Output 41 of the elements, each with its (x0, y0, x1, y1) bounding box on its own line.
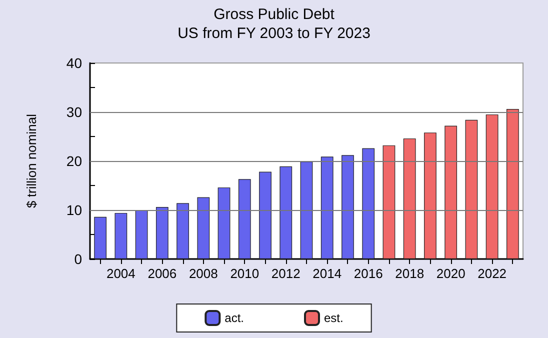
y-tick-label: 40 (66, 55, 82, 71)
bar (176, 203, 189, 259)
x-tick-label: 2018 (395, 266, 424, 281)
bar (94, 216, 106, 259)
legend-label: est. (324, 311, 344, 325)
bar (259, 172, 272, 259)
x-tick-label: 2022 (478, 266, 507, 281)
chart-title: Gross Public Debt (214, 6, 336, 23)
bar (300, 161, 313, 259)
bar (486, 114, 498, 259)
bar (362, 148, 375, 259)
bar (444, 126, 458, 259)
x-tick-label: 2008 (188, 266, 218, 281)
bar (156, 207, 168, 259)
bar (114, 212, 128, 259)
y-axis-title: $ trillion nominal (24, 114, 39, 208)
y-tick-label: 0 (74, 251, 82, 267)
x-tick-label: 2016 (354, 266, 383, 281)
bar (280, 166, 292, 259)
y-tick-label: 20 (66, 153, 82, 169)
chart-subtitle: US from FY 2003 to FY 2023 (178, 25, 370, 42)
bar (320, 156, 334, 259)
x-tick-label: 2010 (230, 266, 260, 281)
bar (465, 120, 478, 259)
bar (197, 197, 210, 259)
bar (424, 132, 436, 259)
bar (382, 145, 396, 259)
x-tick-label: 2006 (148, 266, 177, 281)
x-tick-label: 2020 (436, 266, 466, 281)
y-tick-label: 10 (66, 202, 82, 218)
bar (342, 155, 354, 259)
bar (218, 187, 230, 259)
bar (238, 179, 251, 259)
bar (506, 109, 519, 259)
legend-label: act. (224, 311, 244, 325)
x-tick-label: 2012 (271, 266, 300, 281)
bar (403, 138, 416, 259)
y-tick-label: 30 (66, 104, 82, 120)
bar (135, 210, 148, 259)
x-tick-label: 2004 (106, 266, 136, 281)
x-tick-label: 2014 (312, 266, 342, 281)
